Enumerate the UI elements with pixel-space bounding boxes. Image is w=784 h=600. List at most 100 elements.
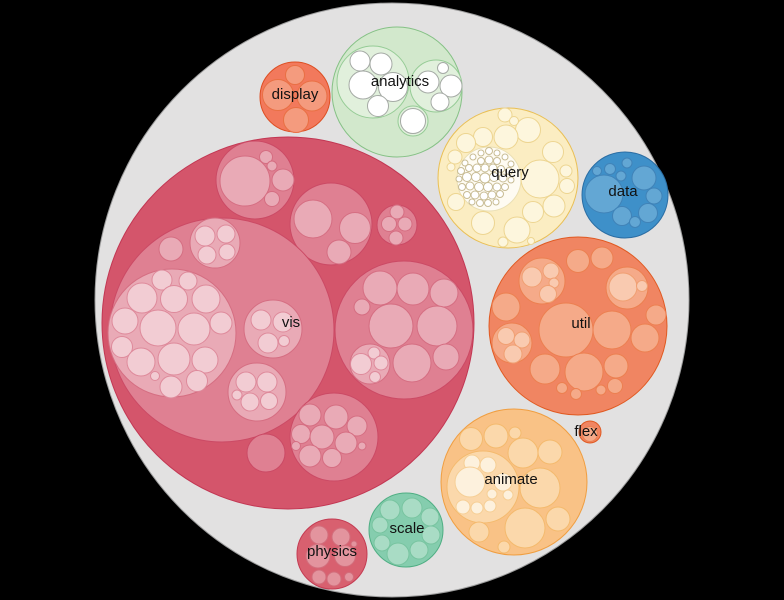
circle-scale-node[interactable] — [386, 542, 410, 566]
circle-analytics-node[interactable] — [378, 72, 408, 102]
circle-query-node[interactable] — [485, 147, 493, 155]
circle-query-node[interactable] — [493, 149, 501, 157]
circle-vis-node[interactable] — [309, 424, 335, 450]
circle-query-node[interactable] — [484, 155, 494, 165]
circle-query-node[interactable] — [455, 175, 463, 183]
circle-vis-node[interactable] — [326, 239, 352, 265]
circle-query-node[interactable] — [479, 172, 491, 184]
circle-vis-node[interactable] — [231, 389, 243, 401]
circle-vis-node[interactable] — [240, 392, 260, 412]
circle-query-node[interactable] — [474, 182, 484, 192]
circle-vis-node[interactable] — [260, 392, 278, 410]
circle-query-node[interactable] — [489, 172, 499, 182]
circle-util-node[interactable] — [521, 266, 543, 288]
circle-vis-node[interactable] — [250, 309, 272, 331]
circle-analytics-node[interactable] — [430, 92, 450, 112]
circle-analytics-node[interactable] — [349, 50, 371, 72]
circle-vis-node[interactable] — [235, 371, 257, 393]
circle-vis-node[interactable] — [159, 375, 183, 399]
circle-vis-node[interactable] — [369, 371, 381, 383]
circle-vis-node[interactable] — [191, 284, 221, 314]
circle-util-node[interactable] — [503, 344, 523, 364]
circle-vis-node[interactable] — [368, 303, 414, 349]
circle-vis-node[interactable] — [126, 347, 156, 377]
circle-vis-node[interactable] — [367, 346, 381, 360]
circle-animate-node[interactable] — [504, 507, 546, 549]
circle-query-node[interactable] — [470, 190, 480, 200]
circle-vis-node[interactable] — [298, 444, 322, 468]
circle-util-node[interactable] — [529, 353, 561, 385]
circle-vis-node[interactable] — [392, 343, 432, 383]
circle-query-node[interactable] — [493, 157, 501, 165]
circle-physics-node[interactable] — [326, 571, 342, 587]
circle-physics-node[interactable] — [331, 527, 351, 547]
circle-vis-node[interactable] — [429, 278, 459, 308]
circle-vis-node[interactable] — [194, 225, 216, 247]
circle-query-node[interactable] — [515, 117, 541, 143]
circle-query-node[interactable] — [527, 237, 535, 245]
circle-animate-node[interactable] — [545, 506, 571, 532]
circle-query-node[interactable] — [497, 236, 509, 248]
circle-query-node[interactable] — [497, 107, 513, 123]
circle-vis-node[interactable] — [346, 415, 368, 437]
circle-analytics-node[interactable] — [348, 70, 378, 100]
circle-display-node[interactable] — [296, 80, 328, 112]
circle-animate-node[interactable] — [454, 466, 486, 498]
circle-scale-node[interactable] — [401, 497, 423, 519]
circle-vis-node[interactable] — [178, 271, 198, 291]
circle-vis-node[interactable] — [388, 230, 404, 246]
circle-analytics-node[interactable] — [369, 52, 393, 76]
circle-physics-node[interactable] — [350, 540, 358, 548]
circle-query-node[interactable] — [461, 159, 469, 167]
circle-util-node[interactable] — [595, 384, 607, 396]
circle-vis-node[interactable] — [397, 216, 413, 232]
circle-animate-node[interactable] — [502, 489, 514, 501]
circle-query-node[interactable] — [484, 199, 492, 207]
circle-vis-node[interactable] — [357, 441, 367, 451]
circle-data-node[interactable] — [638, 203, 658, 223]
circle-data-node[interactable] — [629, 216, 641, 228]
circle-physics-node[interactable] — [305, 543, 331, 569]
circle-util-node[interactable] — [513, 331, 531, 349]
circle-vis-node[interactable] — [111, 307, 139, 335]
circle-query-node[interactable] — [471, 211, 495, 235]
circle-data-node[interactable] — [584, 174, 624, 214]
circle-vis-node[interactable] — [246, 433, 286, 473]
circle-vis-node[interactable] — [151, 269, 173, 291]
circle-scale-node[interactable] — [379, 499, 401, 521]
circle-util-node[interactable] — [570, 388, 582, 400]
circle-animate-node[interactable] — [468, 521, 490, 543]
circle-query-node[interactable] — [498, 173, 508, 183]
circle-animate-node[interactable] — [479, 456, 497, 474]
circle-scale-node[interactable] — [373, 534, 391, 552]
circle-query-node[interactable] — [473, 127, 493, 147]
circle-query-node[interactable] — [559, 178, 575, 194]
circle-query-node[interactable] — [501, 153, 509, 161]
circle-physics-node[interactable] — [344, 572, 354, 582]
circle-animate-node[interactable] — [497, 540, 511, 554]
circle-animate-node[interactable] — [537, 439, 563, 465]
circle-vis-node[interactable] — [339, 212, 371, 244]
circle-util-node[interactable] — [592, 310, 632, 350]
circle-vis-node[interactable] — [293, 199, 333, 239]
circle-query-node[interactable] — [463, 191, 471, 199]
circle-data-node[interactable] — [631, 165, 657, 191]
circle-vis-node[interactable] — [353, 298, 371, 316]
circle-query-node[interactable] — [465, 181, 475, 191]
circle-animate-node[interactable] — [493, 472, 513, 492]
circle-flex-node[interactable] — [582, 426, 598, 442]
circle-vis-node[interactable] — [157, 342, 191, 376]
circle-analytics-node[interactable] — [400, 108, 426, 134]
circle-analytics-node[interactable] — [437, 62, 449, 74]
circle-physics-node[interactable] — [334, 545, 356, 567]
circle-display-node[interactable] — [285, 65, 305, 85]
circle-query-node[interactable] — [456, 133, 476, 153]
circle-display-node[interactable] — [283, 107, 309, 133]
circle-vis-node[interactable] — [218, 243, 236, 261]
circle-query-node[interactable] — [492, 198, 500, 206]
circle-animate-node[interactable] — [508, 426, 522, 440]
circle-query-node[interactable] — [446, 162, 456, 172]
circle-animate-node[interactable] — [483, 499, 497, 513]
circle-vis-node[interactable] — [291, 424, 311, 444]
circle-util-node[interactable] — [491, 292, 521, 322]
